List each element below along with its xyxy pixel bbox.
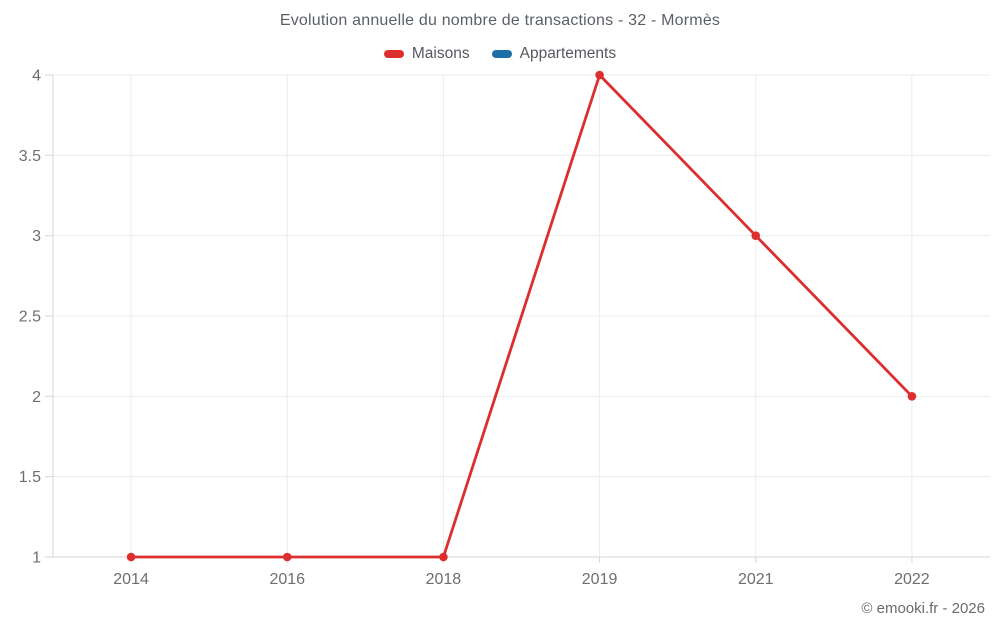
- series-line-maisons: [129, 73, 914, 559]
- legend-label-maisons: Maisons: [411, 45, 470, 62]
- y-axis-tick-label: 1: [32, 550, 41, 567]
- appartements-legend-swatch-icon: [491, 50, 512, 58]
- x-axis-tick-label: 2022: [894, 571, 930, 588]
- y-axis-tick-label: 1.5: [19, 469, 41, 486]
- x-axis-tick-label: 2016: [269, 571, 305, 588]
- data-point-marker-maisons[interactable]: [439, 552, 448, 562]
- y-axis-tick-label: 4: [32, 68, 41, 85]
- data-point-marker-maisons[interactable]: [751, 231, 761, 240]
- y-axis-tick-label: 3.5: [19, 148, 41, 165]
- x-axis-tick-label: 2019: [582, 571, 618, 588]
- data-point-marker-maisons[interactable]: [907, 392, 917, 401]
- y-axis-tick-label: 2: [32, 389, 41, 406]
- data-point-marker-maisons[interactable]: [282, 552, 292, 562]
- maisons-legend-swatch-icon: [383, 50, 404, 58]
- legend: Maisons Appartements: [0, 45, 1000, 63]
- x-axis-tick-label: 2018: [426, 571, 462, 588]
- legend-item-appartements[interactable]: Appartements: [491, 45, 617, 63]
- y-axis-tick-label: 3: [32, 228, 41, 245]
- data-point-marker-maisons[interactable]: [595, 70, 604, 80]
- x-axis-tick-label: 2021: [738, 571, 774, 588]
- data-point-marker-maisons[interactable]: [126, 552, 136, 562]
- y-axis-tick-label: 2.5: [19, 309, 41, 326]
- legend-label-appartements: Appartements: [519, 45, 617, 62]
- x-axis-tick-label: 2014: [113, 571, 149, 588]
- chart-title: Evolution annuelle du nombre de transact…: [279, 12, 721, 29]
- copyright-credit: © emooki.fr - 2026: [861, 600, 985, 617]
- legend-item-maisons[interactable]: Maisons: [383, 45, 470, 63]
